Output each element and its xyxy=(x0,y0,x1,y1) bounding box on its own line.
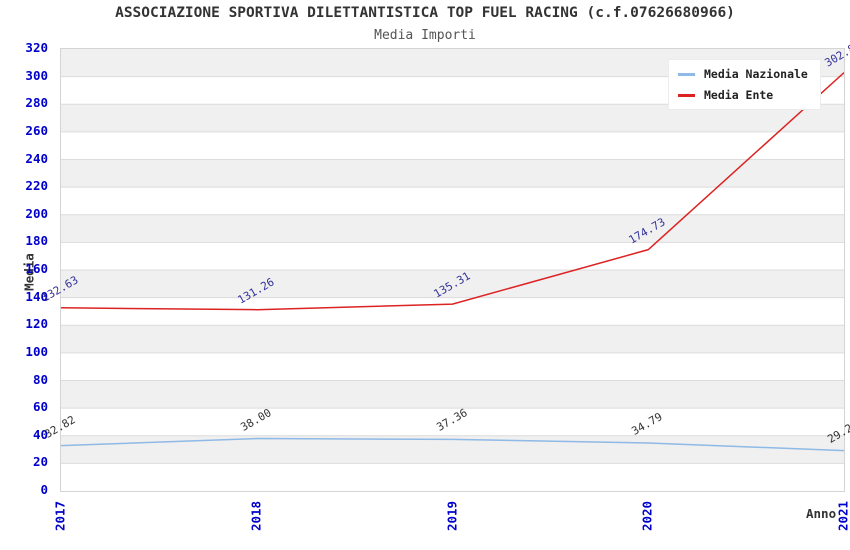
x-tick-label: 2021 xyxy=(835,500,850,532)
y-tick-label: 80 xyxy=(32,371,48,387)
plot-band xyxy=(61,408,844,436)
plot-band xyxy=(61,352,844,381)
legend-box: Media Nazionale Media Ente xyxy=(668,59,821,110)
chart-title: ASSOCIAZIONE SPORTIVA DILETTANTISTICA TO… xyxy=(115,5,735,21)
y-tick-label: 100 xyxy=(25,343,48,359)
x-tick-label: 2019 xyxy=(444,500,459,532)
plot-band xyxy=(61,159,844,188)
plot-band xyxy=(61,380,844,409)
y-tick-label: 320 xyxy=(25,40,48,55)
x-tick-label: 2018 xyxy=(248,500,264,532)
plot-band xyxy=(61,325,844,353)
y-tick-label: 300 xyxy=(25,67,48,83)
y-tick-label: 240 xyxy=(25,150,48,166)
plot-band xyxy=(61,187,844,215)
y-tick-label: 160 xyxy=(25,261,48,276)
y-tick-label: 260 xyxy=(25,122,48,138)
series-line-media-ente xyxy=(61,72,844,311)
y-tick-label: 220 xyxy=(25,178,48,194)
series-line-media-nazionale xyxy=(61,437,844,452)
x-tick-label: 2020 xyxy=(639,500,655,532)
chart-subtitle: Media Importi xyxy=(374,28,476,43)
x-axis-label: Anno xyxy=(806,506,837,521)
media-ente-swatch-icon xyxy=(678,93,695,97)
y-tick-label: 40 xyxy=(32,426,48,442)
plot-band xyxy=(61,463,844,491)
legend-item-media-nazionale: Media Nazionale xyxy=(678,67,808,81)
y-tick-label: 0 xyxy=(40,482,48,497)
plot-band xyxy=(61,297,844,326)
legend-item-media-ente: Media Ente xyxy=(678,88,808,102)
plot-band xyxy=(61,131,844,160)
legend-label-media-nazionale: Media Nazionale xyxy=(704,67,808,81)
y-tick-label: 180 xyxy=(25,233,48,249)
y-tick-label: 140 xyxy=(25,288,48,304)
y-tick-label: 280 xyxy=(25,95,48,111)
y-tick-label: 120 xyxy=(25,316,48,332)
media-nazionale-swatch-icon xyxy=(678,72,695,76)
y-tick-label: 20 xyxy=(32,454,48,470)
plot-band xyxy=(61,242,844,270)
y-tick-label: 200 xyxy=(25,205,48,221)
x-tick-label: 2017 xyxy=(52,500,68,532)
plot-band xyxy=(61,214,844,243)
legend-label-media-ente: Media Ente xyxy=(704,88,774,102)
y-tick-label: 60 xyxy=(32,399,48,415)
plot-band xyxy=(61,270,844,298)
